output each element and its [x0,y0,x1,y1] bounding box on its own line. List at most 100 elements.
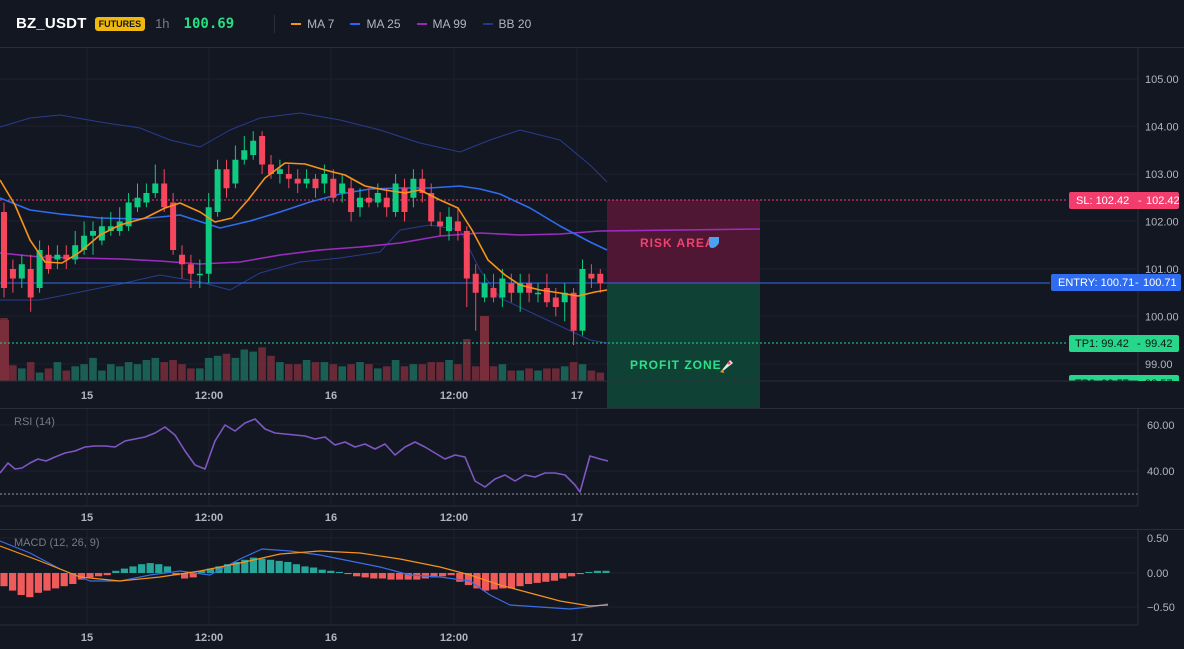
legend-ma7[interactable]: MA 7 [291,17,334,31]
rsi-pane[interactable]: 60.00 40.00 15 12:00 16 12:00 17 RSI (14) [0,408,1184,529]
bollinger-bands [0,112,608,344]
macd-histogram-bar [275,560,283,573]
candle-down [285,174,292,179]
macd-tick-label: 0.50 [1147,533,1168,545]
macd-pane[interactable]: 0.50 0.00 −0.50 15 12:00 16 12:00 17 MACD (12,… [0,529,1184,649]
legend-bb20-label: BB 20 [498,16,532,31]
entry-tag-value: 100.71 [1143,277,1177,289]
volume-bar [53,362,62,381]
candle-up [232,159,239,184]
candle-up [561,292,568,303]
volume-bar [578,364,587,381]
legend-ma25[interactable]: MA 25 [350,17,401,31]
macd-histogram-bar [120,568,128,573]
candle-up [517,283,524,293]
macd-histogram-bar [34,573,42,593]
volume-bar [427,362,435,381]
macd-histogram-bar [43,573,51,591]
candlesticks[interactable] [1,131,604,345]
candle-down [570,292,577,331]
volume-bar [338,366,346,381]
macd-histogram-bar [327,570,335,573]
rsi-line [0,418,609,493]
volume-bar [391,360,400,381]
volume-bar [160,362,168,381]
macd-histogram-bar [189,573,197,578]
risk-area-zone[interactable] [607,200,760,284]
price-tick-label: 104.00 [1145,122,1179,134]
candle-down [330,178,337,198]
macd-histogram-bar [550,573,558,581]
candle-down [419,178,426,193]
volume-bar [471,366,480,381]
volume-bar [293,364,302,381]
candle-down [294,178,301,184]
macd-histogram-bar [26,573,34,598]
macd-histogram-bar [129,566,137,573]
macd-histogram-bar [593,570,601,573]
legend-bb20[interactable]: BB 20 [482,16,532,31]
macd-histogram-bar [490,573,498,590]
time-axis[interactable]: 15 12:00 16 12:00 17 [81,390,583,402]
tp1-tag-sep: - [1137,338,1141,350]
macd-tick-label: −0.50 [1147,602,1175,614]
macd-line [0,540,609,610]
time-tick-label: 15 [81,390,93,402]
rsi-path [0,418,609,493]
macd-grid [0,530,1138,625]
macd-histogram-bar [542,573,550,582]
volume-bar [525,368,533,381]
volume-bar [302,360,311,381]
rsi-chart[interactable]: 60.00 40.00 15 12:00 16 12:00 17 [0,409,1184,530]
legend-ma99[interactable]: MA 99 [416,17,467,31]
candle-up [36,250,43,288]
macd-histogram-bar [258,558,266,573]
macd-histogram-bar [198,570,206,573]
macd-histogram-bar [413,573,421,580]
volume-bar [382,366,391,381]
macd-histogram-bar [17,573,25,595]
time-tick-label: 16 [325,512,337,524]
candle-up [134,197,141,208]
macd-histogram-bar [86,573,94,578]
candle-up [374,193,381,203]
candle-up [205,207,212,274]
candle-down [27,269,34,298]
macd-histogram-bar [344,573,352,575]
macd-histogram-bar [396,573,404,580]
volume-bar [62,370,71,381]
sl-tag-value: 102.42 [1146,195,1180,207]
candle-down [365,197,372,203]
entry-tag[interactable]: ENTRY: 100.71 - 100.71 [1051,274,1181,291]
macd-histogram-bar [473,573,481,589]
signal-line [0,545,609,607]
volume-bar [115,366,124,381]
price-tick-label: 101.00 [1145,264,1179,276]
candle-up [90,231,96,236]
price-pane[interactable]: RISK AREA PROFIT ZONE 105.00 104.00 103.00… [0,48,1184,408]
time-tick-label: 12:00 [195,390,223,402]
last-price: 100.69 [183,15,235,32]
time-tick-label: 17 [571,632,583,644]
timeframe-selector[interactable]: 1h [155,16,170,31]
candle-down [463,231,470,279]
candle-up [214,169,221,212]
candle-down [383,197,390,208]
volume-bar [329,364,338,381]
symbol-name[interactable]: BZ_USDT [16,15,87,32]
price-axis[interactable]: 105.00 104.00 103.00 102.00 101.00 100.00 99.0… [1145,74,1179,371]
macd-histogram-bar [77,573,85,580]
time-tick-label: 12:00 [195,512,223,524]
time-tick-label: 15 [81,632,93,644]
macd-histogram-bar [0,573,8,587]
sl-tag[interactable]: SL: 102.42 - 102.42 [1069,192,1180,209]
volume-bar [489,366,498,381]
candle-down [179,254,185,265]
macd-histogram-bar [60,573,68,587]
price-chart[interactable]: RISK AREA PROFIT ZONE 105.00 104.00 103.00… [0,48,1184,408]
macd-histogram-bar [292,564,300,573]
candle-down [401,188,408,212]
macd-chart[interactable]: 0.50 0.00 −0.50 15 12:00 16 12:00 17 [0,530,1184,649]
tp1-tag[interactable]: TP1: 99.42 - 99.42 [1069,335,1179,352]
volume-bar [249,351,257,381]
